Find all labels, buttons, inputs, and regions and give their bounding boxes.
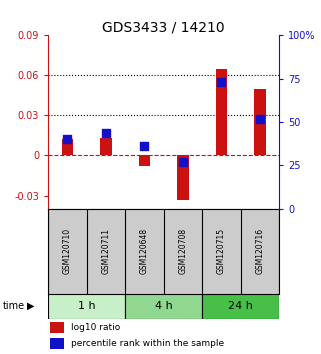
Bar <box>50 322 64 333</box>
Point <box>180 159 186 165</box>
Text: GSM120715: GSM120715 <box>217 228 226 274</box>
Text: GSM120708: GSM120708 <box>178 228 187 274</box>
Text: GSM120710: GSM120710 <box>63 228 72 274</box>
Bar <box>100 138 112 155</box>
Text: GSM120711: GSM120711 <box>101 228 110 274</box>
Bar <box>62 139 73 155</box>
Text: 24 h: 24 h <box>228 301 253 311</box>
Bar <box>177 155 189 200</box>
Bar <box>125 294 202 319</box>
Point <box>142 144 147 149</box>
Bar <box>48 294 125 319</box>
Point <box>103 130 108 135</box>
Bar <box>254 89 266 155</box>
Bar <box>216 69 227 155</box>
Text: GSM120716: GSM120716 <box>256 228 265 274</box>
Point <box>219 79 224 85</box>
Text: time: time <box>3 301 25 311</box>
Point <box>257 116 263 121</box>
Text: log10 ratio: log10 ratio <box>71 323 120 332</box>
Bar <box>139 155 150 166</box>
Text: 1 h: 1 h <box>78 301 95 311</box>
Title: GDS3433 / 14210: GDS3433 / 14210 <box>102 20 225 34</box>
Bar <box>50 338 64 349</box>
Point <box>65 137 70 142</box>
Text: GSM120648: GSM120648 <box>140 228 149 274</box>
Text: percentile rank within the sample: percentile rank within the sample <box>71 339 224 348</box>
Bar <box>202 294 279 319</box>
Text: 4 h: 4 h <box>155 301 173 311</box>
Text: ▶: ▶ <box>27 301 35 311</box>
